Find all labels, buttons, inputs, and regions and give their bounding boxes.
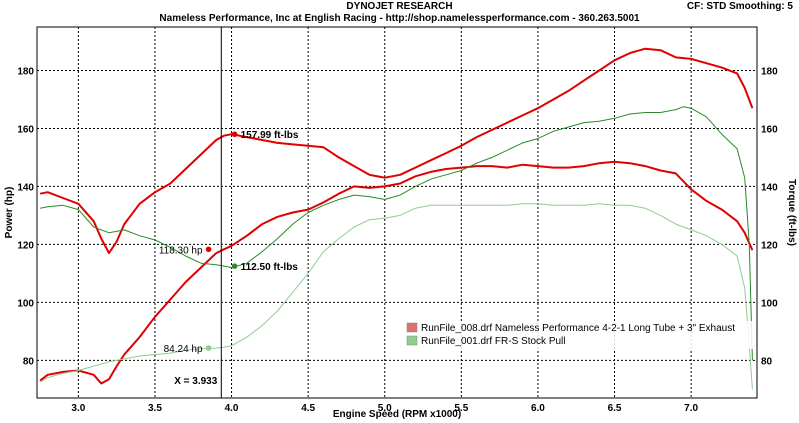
legend-label: RunFile_008.drf Nameless Performance 4-2… [421, 323, 735, 334]
annotation-marker [205, 345, 212, 351]
x-axis-label: Engine Speed (RPM x1000) [333, 409, 461, 420]
y-tick-label-left: 120 [17, 240, 34, 251]
x-tick-label: 6.0 [531, 403, 545, 414]
x-tick-label: 6.5 [608, 403, 622, 414]
plot-frame [36, 26, 758, 399]
x-tick-label: 5.0 [378, 403, 392, 414]
legend-label: RunFile_001.drf FR-S Stock Pull [421, 336, 566, 347]
legend-swatch [406, 322, 418, 333]
y-tick-label-right: 100 [761, 298, 778, 309]
y-axis-left-ticks: 80 100 120 140 160 180 [17, 66, 34, 367]
series-layer [39, 47, 754, 390]
y-tick-label-left: 160 [17, 124, 34, 135]
annotation-label: 84.24 hp [164, 344, 203, 355]
x-tick-label: 3.0 [71, 403, 85, 414]
cursor-layer: X = 3.933 [174, 27, 222, 398]
cursor-label: X = 3.933 [174, 376, 218, 387]
annotation-label: 157.99 ft-lbs [241, 130, 299, 141]
annotation-marker [231, 131, 238, 138]
x-tick-label: 4.0 [225, 403, 239, 414]
correction-factor-info: CF: STD Smoothing: 5 [686, 1, 793, 12]
series-line-3-power [39, 203, 753, 390]
y-tick-label-right: 140 [761, 182, 778, 193]
y-tick-label-right: 180 [761, 66, 778, 77]
annotation-layer: 157.99 ft-lbs 118.30 hp 112.50 ft-lbs 84.24… [159, 130, 299, 355]
annotation-label: 112.50 ft-lbs [241, 262, 299, 273]
x-tick-label: 4.5 [301, 403, 315, 414]
annotation-marker [205, 246, 212, 253]
series-line-1-power [39, 160, 754, 385]
y-tick-label-right: 80 [761, 356, 773, 367]
y-axis-left-label: Power (hp) [4, 187, 15, 239]
series-line-2-torque [40, 106, 753, 361]
x-tick-label: 3.5 [148, 403, 162, 414]
y-tick-label-left: 100 [17, 298, 34, 309]
x-tick-label: 5.5 [454, 403, 468, 414]
x-axis-ticks: 3.0 3.5 4.0 4.5 5.0 5.5 6.0 6.5 7.0 [71, 403, 698, 414]
y-tick-label-right: 120 [761, 240, 778, 251]
annotation-label: 118.30 hp [159, 245, 203, 256]
y-tick-label-right: 160 [761, 124, 778, 135]
annotation-marker [231, 263, 238, 269]
y-axis-right-label: Torque (ft-lbs) [786, 179, 797, 246]
y-tick-label-left: 80 [23, 356, 35, 367]
grid-lines [37, 27, 757, 398]
legend: RunFile_008.drf Nameless Performance 4-2… [403, 321, 753, 349]
x-tick-label: 7.0 [684, 403, 698, 414]
legend-swatch [406, 335, 418, 346]
chart-title: DYNOJET RESEARCH [346, 1, 453, 12]
legend-background [403, 321, 753, 349]
y-tick-label-left: 180 [17, 66, 34, 77]
y-tick-label-left: 140 [17, 182, 34, 193]
series-line-0-torque [39, 47, 754, 255]
chart-subtitle: Nameless Performance, Inc at English Rac… [159, 13, 640, 24]
y-axis-right-ticks: 80 100 120 140 160 180 [761, 66, 778, 367]
